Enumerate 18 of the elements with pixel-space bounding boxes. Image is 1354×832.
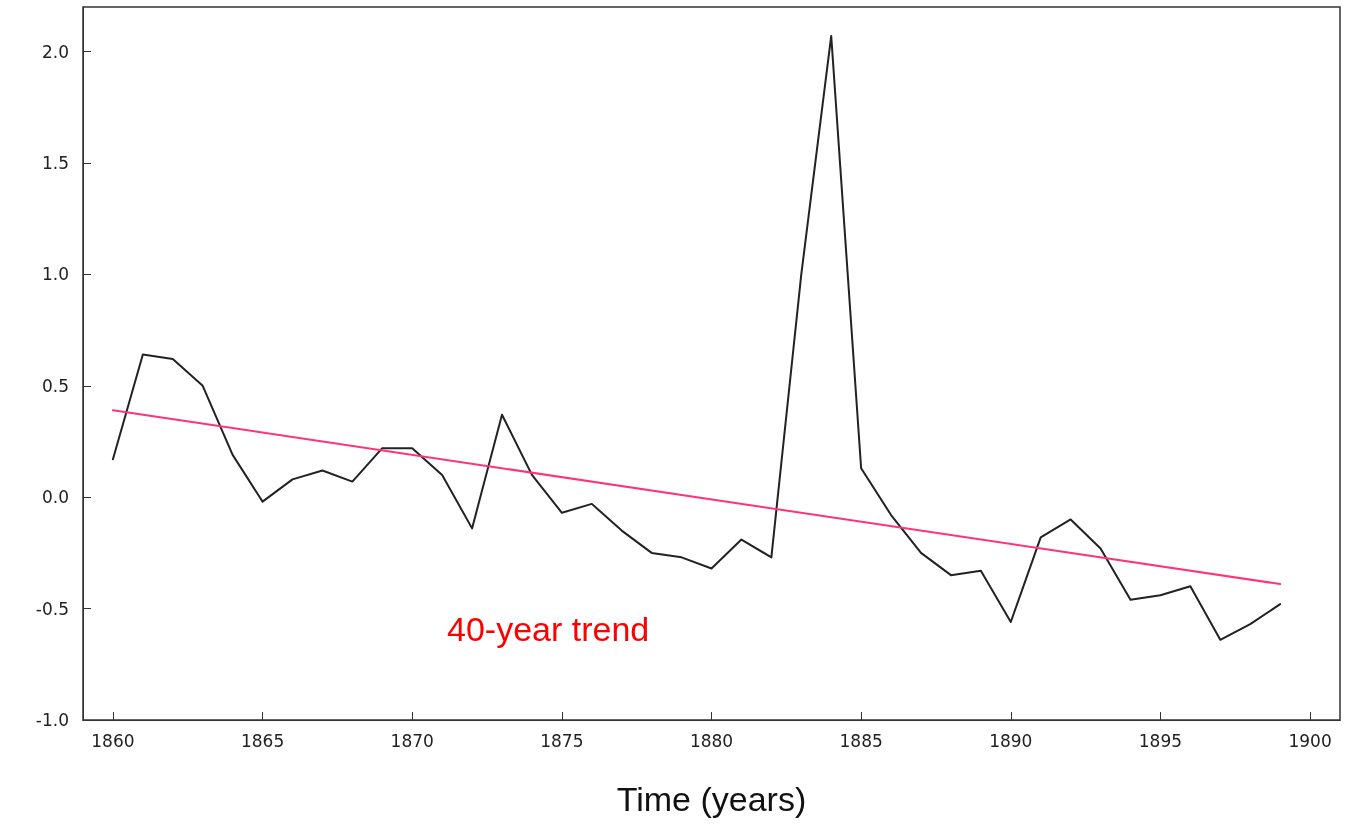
x-tick-label: 1860 [91,730,135,751]
x-tick-label: 1890 [989,730,1033,751]
x-tick-label: 1865 [240,730,285,751]
x-axis-title: Time (years) [616,780,807,818]
x-tick-label: 1875 [540,730,584,751]
y-tick-label: 2.0 [41,41,69,62]
x-tick-label: 1885 [839,730,883,751]
y-tick-label: -0.5 [35,598,69,619]
y-tick-label: 1.0 [41,264,69,285]
x-tick-label: 1880 [689,730,734,751]
y-tick-label: 1.5 [41,152,69,173]
x-tick-label: 1900 [1288,730,1332,751]
y-tick-label: -1.0 [35,710,69,730]
annotation: 40-year trend [447,610,650,648]
y-tick-label: 0.5 [41,375,69,396]
y-tick-label: 0.0 [41,487,69,508]
x-tick-label: 1895 [1138,730,1183,751]
x-tick-label: 1870 [390,730,434,751]
